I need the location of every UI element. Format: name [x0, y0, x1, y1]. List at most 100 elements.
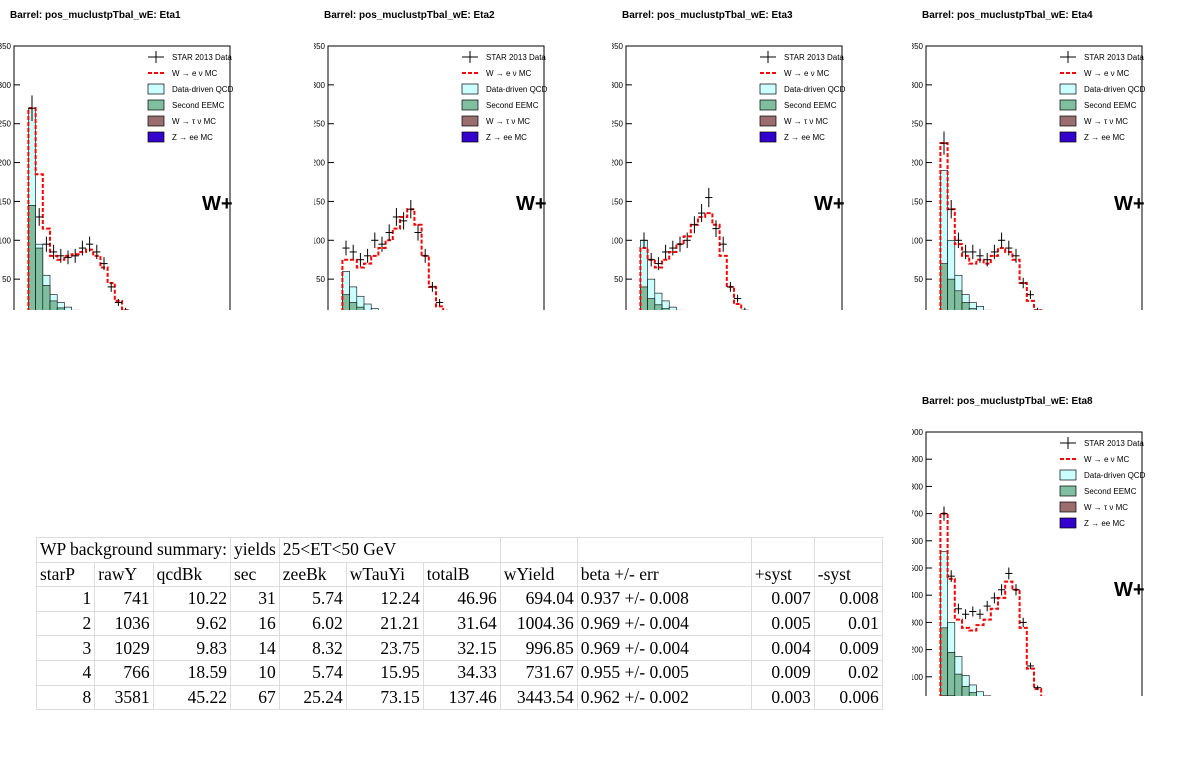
summary-cell: 31.64: [422, 610, 501, 637]
data-points: [940, 506, 1046, 696]
summary-cell: 996.85: [499, 635, 578, 661]
data-point: [114, 298, 122, 306]
data-point: [349, 244, 357, 260]
y-tick-label: 350: [612, 42, 624, 51]
eemc-stack: [342, 294, 365, 310]
y-tick-label: 100: [912, 673, 924, 682]
annotation-wplus: W+: [1114, 579, 1145, 601]
data-point: [676, 236, 684, 252]
histogram-bar: [940, 627, 948, 696]
histogram-bar: [370, 308, 379, 310]
data-point: [976, 609, 984, 620]
legend-label: Data-driven QCD: [172, 85, 234, 94]
legend-swatch: [759, 99, 777, 111]
y-tick-label: 100: [0, 236, 12, 245]
wenu-mc-line: [939, 512, 1043, 696]
histogram-bar: [961, 686, 970, 696]
summary-cell: 1029: [94, 635, 154, 661]
y-tick-label: 250: [314, 120, 326, 129]
y-tick-label: 50: [316, 275, 325, 284]
summary-cell: 4: [35, 659, 96, 686]
y-tick-label: 200: [912, 646, 924, 655]
legend-swatch: [1059, 115, 1077, 127]
legend-label: W → e ν MC: [1084, 69, 1130, 78]
data-point: [71, 248, 79, 263]
y-tick-label: 100: [314, 236, 326, 245]
summary-title-cell: 25<ET<50 GeV: [278, 537, 501, 563]
data-point: [1005, 567, 1013, 580]
legend-label: Data-driven QCD: [784, 85, 846, 94]
histogram-eta8: 0100200300400500600700800900100010203040…: [912, 428, 1146, 696]
summary-title-cell: WP background summary:: [36, 537, 231, 563]
plot-title: Barrel: pos_muclustpTbal_wE: Eta2: [324, 10, 495, 21]
summary-cell: 0.955 +/- 0.005: [576, 659, 752, 686]
summary-cell: 766: [94, 659, 154, 686]
data-point: [998, 232, 1006, 249]
plot-title: Barrel: pos_muclustpTbal_wE: Eta8: [922, 396, 1093, 407]
legend-swatch: [759, 131, 777, 143]
data-point: [342, 240, 350, 256]
eemc-stack: [28, 205, 65, 310]
data-point: [940, 131, 948, 155]
data-point: [954, 603, 962, 614]
data-point: [705, 187, 713, 208]
data-point: [78, 240, 86, 256]
legend: STAR 2013 Data W → e ν MC Data-driven QCD S…: [461, 51, 548, 143]
data-point: [712, 220, 720, 237]
histogram-bar: [640, 286, 648, 310]
summary-cell: 694.04: [499, 586, 578, 612]
summary-cell: 0.969 +/- 0.004: [576, 610, 752, 637]
data-point: [947, 200, 955, 219]
summary-cell: 0.009: [750, 659, 815, 686]
data-points: [640, 187, 749, 310]
data-point: [1019, 277, 1027, 289]
legend-swatch: [461, 83, 479, 95]
summary-cell: 25.24: [278, 684, 347, 711]
legend-label: STAR 2013 Data: [1084, 53, 1144, 62]
plot-area: 05010015020025030035010203040506070ET(Ge…: [0, 42, 234, 310]
background-summary-table: WP background summary: yields 25<ET<50 GeV…: [35, 537, 883, 711]
data-point: [50, 244, 58, 260]
summary-cell: 0.004: [750, 635, 815, 661]
y-tick-label: 100: [912, 236, 924, 245]
y-tick-label: 200: [0, 159, 12, 168]
histogram-bar: [49, 300, 58, 310]
histogram-bar: [42, 285, 51, 310]
data-point: [983, 600, 991, 612]
summary-cell: 2: [35, 610, 96, 637]
summary-title-cell: [499, 537, 578, 563]
data-points: [940, 131, 1042, 310]
legend-swatch: [1059, 485, 1077, 497]
y-tick-label: 50: [614, 275, 623, 284]
histogram-bar: [968, 308, 977, 310]
histogram-bar: [668, 306, 677, 310]
summary-cell: 0.02: [813, 659, 883, 686]
data-point: [969, 606, 977, 617]
summary-header-cell: +syst: [750, 561, 815, 588]
legend-label: Data-driven QCD: [1084, 85, 1146, 94]
plot-frame: [13, 45, 231, 310]
summary-row: 2 1036 9.62 16 6.02 21.21 31.64 1004.36 0.969 +/…: [35, 610, 883, 637]
data-point: [371, 232, 379, 249]
legend-swatch: [147, 131, 165, 143]
data-point: [400, 212, 408, 230]
summary-cell: 8: [35, 684, 96, 711]
data-point: [990, 592, 998, 604]
data-point: [364, 248, 372, 263]
data-point: [414, 224, 422, 241]
summary-header-cell: zeeBk: [278, 561, 347, 588]
summary-title-cell: [576, 537, 752, 563]
histogram-bar: [947, 278, 956, 310]
histogram-bar: [356, 306, 365, 310]
histogram-bar: [968, 692, 977, 696]
legend-label: W → τ ν MC: [784, 117, 828, 126]
y-tick-label: 200: [314, 159, 326, 168]
summary-cell: 67: [229, 684, 280, 711]
summary-row: 8 3581 45.22 67 25.24 73.15 137.46 3443.54 0.962…: [35, 684, 883, 711]
legend-swatch: [147, 99, 165, 111]
legend-label: STAR 2013 Data: [784, 53, 844, 62]
summary-cell: 5.74: [278, 586, 347, 612]
legend: STAR 2013 Data W → e ν MC Data-driven QCD S…: [1059, 437, 1146, 529]
data-point: [726, 281, 734, 292]
y-tick-label: 250: [612, 120, 624, 129]
